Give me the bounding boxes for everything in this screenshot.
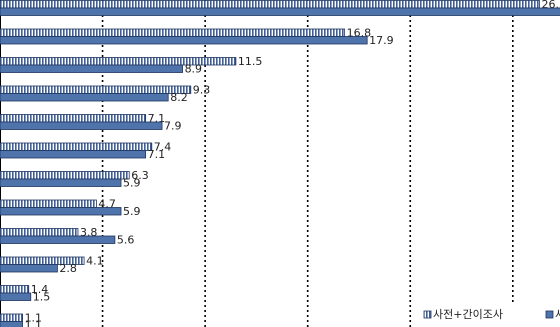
bar (0, 264, 58, 273)
value-label: 16.8 (347, 26, 372, 39)
value-label: 4.1 (86, 254, 104, 267)
bar (0, 171, 130, 180)
bar (0, 228, 79, 237)
value-label: 9.3 (193, 83, 211, 96)
bar (0, 36, 368, 45)
value-label: 17.9 (369, 34, 394, 47)
bar (0, 142, 153, 151)
bar (0, 64, 183, 73)
value-label: 5.9 (123, 176, 140, 189)
value-label: 1.4 (31, 283, 49, 296)
value-label: 8.2 (170, 91, 188, 104)
bar (0, 28, 346, 37)
value-label: 6.3 (131, 169, 149, 182)
value-label: 3.8 (80, 226, 98, 239)
bar (0, 178, 122, 187)
legend-label: 사전+간이조사 (433, 308, 503, 321)
legend-label: 사 (555, 308, 560, 321)
value-label: 1.1 (25, 311, 43, 324)
bar (0, 313, 23, 322)
bar (0, 292, 32, 301)
bar (0, 85, 192, 94)
value-label: 5.6 (117, 233, 135, 246)
value-label: 7.1 (148, 112, 166, 125)
value-label: 7.4 (154, 140, 172, 153)
bar (0, 150, 147, 159)
bar (0, 199, 97, 208)
value-label: 8.9 (185, 62, 203, 75)
value-label: 7.9 (164, 119, 182, 132)
value-label: 1.5 (33, 290, 51, 303)
grid (0, 0, 514, 327)
value-label: 11.5 (238, 55, 263, 68)
bar (0, 114, 147, 123)
value-label: 5.9 (123, 205, 140, 218)
bar (0, 93, 169, 102)
bar (0, 321, 23, 327)
value-label: 26.3 (541, 0, 560, 11)
bar (0, 285, 30, 294)
value-label: 1.1 (25, 319, 43, 327)
bar (0, 121, 163, 130)
bar (0, 7, 560, 16)
legend-box (418, 303, 560, 327)
legend-swatch (545, 310, 554, 319)
value-label: 2.8 (59, 262, 77, 275)
legend-swatch (423, 310, 432, 319)
legend: 사전+간이조사 사 (418, 303, 560, 327)
bar (0, 207, 122, 216)
value-label: 4.7 (98, 197, 116, 210)
bar (0, 235, 116, 244)
value-label: 7.1 (148, 148, 166, 161)
bar (0, 0, 540, 9)
